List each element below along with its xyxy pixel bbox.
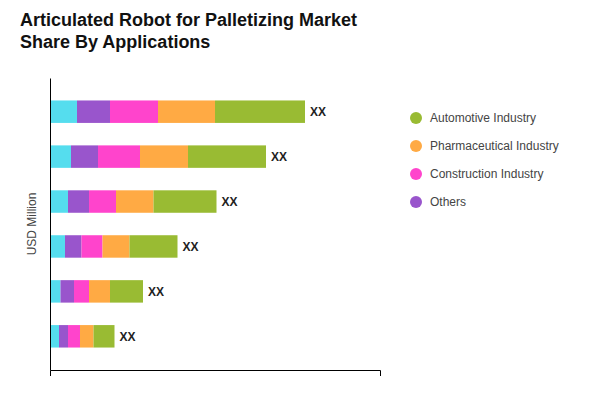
legend-marker xyxy=(410,196,422,208)
bar-segment xyxy=(68,325,80,347)
bar-segment xyxy=(89,280,110,302)
chart: Articulated Robot for Palletizing Market… xyxy=(0,0,600,400)
legend-marker xyxy=(410,140,422,152)
bar-segment xyxy=(71,145,98,167)
series xyxy=(68,100,158,347)
bar-segment xyxy=(130,235,178,257)
bar-segment xyxy=(98,145,140,167)
bar-annotation: XX xyxy=(271,150,287,164)
annotations: XX XX XX XX XX XX xyxy=(120,105,327,344)
bar-segment xyxy=(77,100,110,122)
bar-segment xyxy=(154,190,217,212)
series xyxy=(80,100,215,347)
bar-segment xyxy=(50,145,71,167)
bar-annotation: XX xyxy=(183,240,199,254)
series xyxy=(94,100,306,347)
x-axis-line xyxy=(51,371,381,377)
bar-annotation: XX xyxy=(120,330,136,344)
legend: Automotive Industry Pharmaceutical Indust… xyxy=(410,111,559,209)
bar-segment xyxy=(74,280,89,302)
y-axis-line xyxy=(50,79,51,371)
legend-item: Construction Industry xyxy=(410,167,543,181)
y-axis-title: USD Million xyxy=(25,193,39,256)
bar-segment xyxy=(61,280,75,302)
title-line: Articulated Robot for Palletizing Market xyxy=(20,10,357,30)
bar-segment xyxy=(116,190,154,212)
bar-segment xyxy=(50,235,65,257)
bar-segment xyxy=(215,100,305,122)
bars xyxy=(50,100,305,347)
bar-segment xyxy=(158,100,215,122)
bar-segment xyxy=(80,325,94,347)
bar-segment xyxy=(82,235,103,257)
bar-segment xyxy=(89,190,116,212)
bar-segment xyxy=(50,190,68,212)
legend-item: Automotive Industry xyxy=(410,111,536,125)
bar-segment xyxy=(65,235,82,257)
series xyxy=(50,100,77,347)
legend-marker xyxy=(410,112,422,124)
legend-item: Others xyxy=(410,195,466,209)
bar-segment xyxy=(94,325,115,347)
bar-segment xyxy=(59,325,68,347)
legend-label: Automotive Industry xyxy=(430,111,536,125)
y-axis xyxy=(50,79,52,371)
bar-segment xyxy=(50,280,61,302)
legend-item: Pharmaceutical Industry xyxy=(410,139,559,153)
plot: XX XX XX XX XX XX xyxy=(50,79,381,377)
bar-annotation: XX xyxy=(148,285,164,299)
bar-annotation: XX xyxy=(310,105,326,119)
legend-label: Others xyxy=(430,195,466,209)
bar-annotation: XX xyxy=(222,195,238,209)
legend-marker xyxy=(410,168,422,180)
x-axis xyxy=(51,371,381,377)
series xyxy=(59,100,110,347)
bar-segment xyxy=(50,100,77,122)
bar-segment xyxy=(140,145,188,167)
title-line: Share By Applications xyxy=(20,32,210,52)
legend-label: Pharmaceutical Industry xyxy=(430,139,559,153)
bar-segment xyxy=(50,325,59,347)
title: Articulated Robot for Palletizing Market… xyxy=(20,10,357,52)
bar-segment xyxy=(110,100,158,122)
bar-segment xyxy=(103,235,130,257)
bar-segment xyxy=(188,145,266,167)
bar-segment xyxy=(110,280,143,302)
legend-label: Construction Industry xyxy=(430,167,543,181)
bar-segment xyxy=(68,190,89,212)
